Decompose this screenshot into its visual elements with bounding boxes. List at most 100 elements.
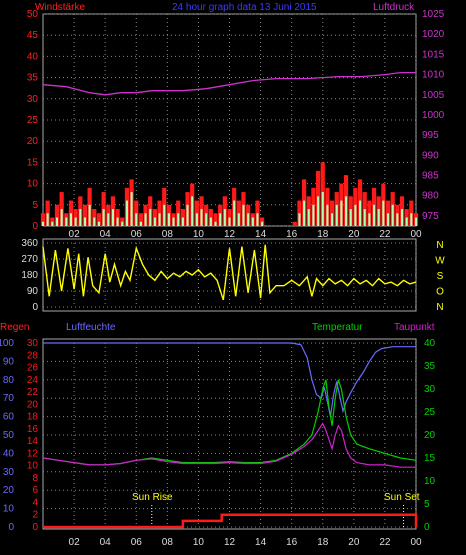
gust-bar (167, 213, 170, 226)
gust-bar (400, 209, 404, 226)
wind-bar (82, 204, 88, 226)
gust-bar (149, 209, 152, 226)
gust-bar (74, 217, 77, 226)
humidity-label: Luftfeuchte (66, 322, 116, 333)
wind-bar (40, 213, 46, 226)
wind-tick-label: 5 (32, 200, 38, 211)
bottom-time-tick-label: 08 (162, 537, 174, 548)
pressure-tick-label: 975 (422, 211, 439, 222)
gust-bar (60, 209, 63, 226)
pressure-tick-label: 1015 (422, 49, 445, 60)
direction-tick-label: 180 (21, 270, 38, 281)
gust-bar (317, 196, 320, 226)
wind-bar (292, 221, 297, 226)
gust-bar (359, 200, 362, 226)
gust-bar (93, 217, 96, 226)
gust-bar (102, 209, 105, 226)
bottom-time-tick-label: 16 (286, 537, 298, 548)
rain-tick-label: 12 (27, 448, 39, 459)
direction-tick-label: 360 (21, 238, 38, 249)
bottom-time-tick-label: 04 (100, 537, 112, 548)
gust-bar (251, 217, 254, 226)
rain-tick-label: 4 (32, 497, 38, 508)
wind-bar (138, 213, 144, 226)
gust-bar (65, 217, 68, 226)
gust-bar (158, 213, 161, 226)
wind-speed-label: Windstärke (35, 2, 85, 13)
gust-bar (51, 221, 54, 226)
wind-bar (404, 209, 409, 226)
temperature-tick-label: 35 (424, 361, 436, 372)
wind-bar (152, 209, 157, 226)
temperature-tick-label: 20 (424, 430, 436, 441)
gust-bar (410, 213, 413, 226)
gust-bar (242, 204, 245, 226)
rain-line (43, 513, 418, 529)
time-tick-label: 12 (224, 229, 236, 240)
gust-bar (237, 213, 240, 226)
gust-bar (326, 204, 329, 226)
gust-bar (303, 200, 306, 226)
time-tick-label: 18 (317, 229, 329, 240)
gust-bar (97, 221, 100, 226)
dewpoint-label: Taupunkt (394, 322, 435, 333)
wind-bar (54, 204, 60, 226)
time-tick-label: 10 (193, 229, 205, 240)
gust-bar (233, 200, 236, 226)
gust-bar (135, 213, 138, 226)
gust-bar (41, 221, 45, 226)
pressure-tick-label: 985 (422, 171, 439, 182)
wind-bar (92, 209, 97, 226)
wind-bar (227, 209, 232, 226)
temperature-tick-label: 30 (424, 384, 436, 395)
gust-bar (191, 196, 194, 226)
gust-bar (247, 213, 250, 226)
rain-tick-label: 0 (32, 522, 38, 533)
rain-tick-label: 26 (27, 363, 39, 374)
humidity-tick-label: 70 (3, 393, 15, 404)
gust-bar (69, 213, 73, 226)
bottom-time-tick-label: 12 (224, 537, 236, 548)
compass-label: O (436, 287, 444, 298)
pressure-tick-label: 1020 (422, 29, 445, 40)
gust-bar (107, 213, 110, 226)
direction-tick-label: 0 (32, 302, 38, 313)
gust-bar (83, 217, 87, 226)
gust-bar (261, 221, 264, 226)
gust-bar (46, 213, 49, 226)
pressure-tick-label: 1025 (422, 9, 445, 20)
pressure-tick-label: 995 (422, 130, 439, 141)
gust-bar (331, 213, 334, 226)
gust-bar (214, 221, 217, 226)
gust-bar (219, 213, 222, 226)
rain-tick-label: 20 (27, 399, 39, 410)
wind-tick-label: 50 (27, 9, 39, 20)
gust-bar (177, 213, 180, 226)
time-tick-label: 08 (162, 229, 174, 240)
wind-tick-label: 15 (27, 157, 39, 168)
time-tick-label: 04 (100, 229, 112, 240)
gust-bar (307, 209, 310, 226)
gust-bar (209, 217, 212, 226)
bottom-time-tick-label: 10 (193, 537, 205, 548)
gust-bar (79, 209, 82, 226)
gust-bar (111, 209, 114, 226)
humidity-tick-label: 50 (3, 430, 15, 441)
rain-tick-label: 6 (32, 485, 38, 496)
pressure-tick-label: 1000 (422, 110, 445, 121)
gust-bar (125, 200, 128, 226)
compass-label: N (436, 240, 443, 251)
wind-tick-label: 20 (27, 136, 39, 147)
gust-bar (130, 192, 133, 226)
temperature-label: Temperatur (312, 322, 363, 333)
gust-bar (321, 192, 324, 226)
dewpoint-line (42, 422, 416, 468)
gust-bar (116, 217, 119, 226)
humidity-tick-label: 60 (3, 412, 15, 423)
gust-bar (382, 200, 385, 226)
wind-bar (208, 209, 213, 226)
time-tick-label: 02 (69, 229, 81, 240)
wind-tick-label: 10 (27, 179, 39, 190)
rain-tick-label: 22 (27, 387, 39, 398)
